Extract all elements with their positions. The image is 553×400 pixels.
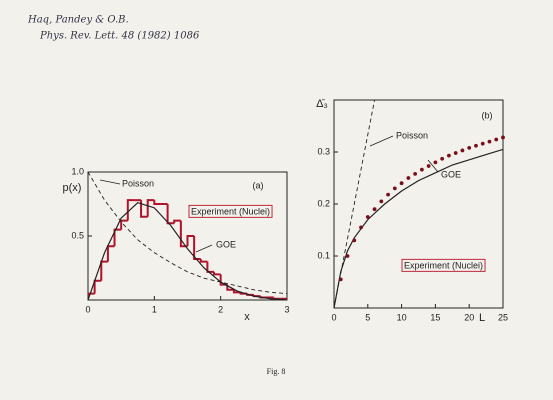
handwritten-reference: Phys. Rev. Lett. 48 (1982) 1086	[39, 31, 200, 42]
x-tick-label: 3	[284, 304, 289, 314]
data-point	[440, 156, 445, 161]
x-tick-label: 0	[85, 304, 90, 314]
x-tick-label: 2	[218, 304, 223, 314]
annotation: GOE	[216, 239, 236, 249]
annotation-arrow	[369, 135, 394, 147]
annotation: (a)	[253, 180, 264, 190]
histogram-bin	[232, 289, 241, 294]
histogram-bin	[113, 228, 122, 247]
y-tick-label: 0.1	[317, 250, 330, 260]
x-tick-label: 20	[464, 312, 474, 322]
data-point	[365, 215, 370, 219]
data-point	[419, 167, 424, 172]
data-point	[345, 254, 350, 258]
histogram-bin	[126, 199, 135, 221]
data-point	[399, 181, 404, 186]
y-tick-label: 0.3	[317, 146, 330, 156]
annotation: Experiment (Nuclei)	[404, 260, 483, 270]
data-point	[474, 143, 478, 148]
data-point	[406, 176, 411, 180]
histogram-bin	[280, 297, 287, 300]
data-point	[413, 171, 418, 176]
annotation-box	[188, 204, 273, 218]
histogram-bin	[213, 271, 221, 276]
histogram-bin	[146, 199, 155, 217]
curve	[88, 202, 287, 300]
y-tick-label: 0.5	[71, 230, 84, 240]
histogram-bin	[140, 200, 148, 218]
histogram-bin	[193, 236, 201, 261]
histogram-bin	[186, 235, 195, 247]
curve	[334, 148, 503, 308]
y-axis-label: p(x)	[63, 182, 82, 194]
data-point	[447, 153, 451, 158]
data-point	[426, 164, 431, 168]
histogram-bin	[199, 259, 208, 263]
handwritten-authors: Haq, Pandey & O.B.	[27, 15, 129, 26]
x-tick-label: 25	[498, 312, 508, 322]
data-point	[501, 135, 505, 140]
x-axis-label: x	[244, 311, 250, 323]
x-tick-label: 0	[331, 312, 336, 322]
x-tick-label: 1	[152, 304, 157, 314]
x-tick-label: 10	[397, 312, 407, 322]
data-point	[392, 186, 397, 191]
y-axis-label: Δ̄₃	[316, 98, 328, 110]
data-point	[386, 192, 390, 197]
histogram-bin	[206, 261, 215, 273]
histogram-bin	[226, 284, 234, 291]
annotation: Poisson	[396, 130, 428, 140]
data-point	[338, 277, 343, 282]
annotation-arrow	[195, 244, 213, 253]
x-tick-label: 5	[365, 312, 370, 322]
data-point	[480, 141, 485, 146]
x-axis-label: L	[479, 312, 485, 324]
data-point	[487, 139, 492, 144]
data-point	[359, 225, 363, 230]
curve	[88, 172, 287, 295]
data-point	[467, 145, 472, 150]
caption: Fig. 8	[267, 367, 286, 376]
data-point	[379, 199, 384, 204]
annotation-box	[401, 258, 486, 272]
annotation: (b)	[482, 110, 493, 120]
data-point	[453, 151, 458, 155]
annotation: GOE	[441, 169, 461, 179]
annotation: Experiment (Nuclei)	[191, 206, 270, 216]
histogram-bin	[120, 219, 128, 230]
histogram-bin	[166, 204, 175, 225]
data-point	[460, 148, 465, 153]
data-point	[494, 137, 499, 142]
annotation: Poisson	[122, 178, 154, 188]
annotation-arrow	[99, 179, 121, 185]
histogram-bin	[88, 292, 95, 300]
x-tick-label: 15	[430, 312, 440, 322]
y-tick-label: 0.2	[317, 198, 330, 208]
annotation-arrow	[427, 159, 439, 173]
histogram-bin	[153, 200, 161, 205]
data-point	[372, 207, 377, 212]
data-point	[352, 238, 357, 243]
y-tick-label: 1.0	[71, 166, 84, 176]
data-point	[433, 160, 438, 165]
histogram-bin	[173, 219, 181, 224]
